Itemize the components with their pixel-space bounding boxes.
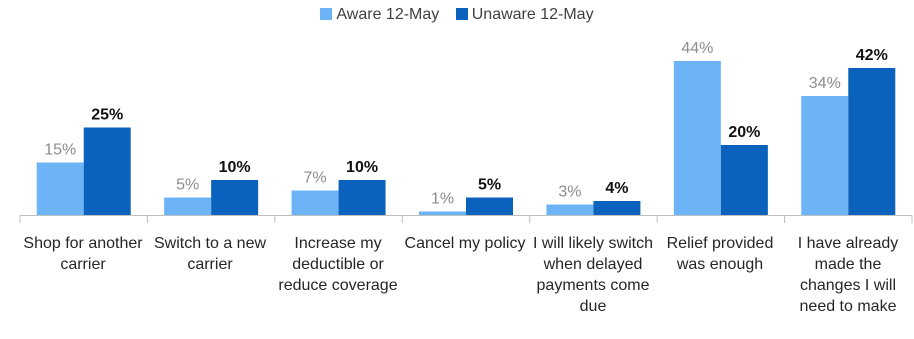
data-label-aware-6: 34% — [809, 75, 841, 92]
data-label-unaware-0: 25% — [91, 107, 123, 124]
legend-item-unaware: Unaware 12-May — [455, 6, 594, 24]
data-label-aware-4: 3% — [558, 184, 581, 201]
category-label-switch: Switch to a new carrier — [153, 235, 267, 273]
legend-swatch-aware — [320, 8, 333, 20]
bar-aware-5 — [673, 61, 721, 215]
legend-label-unaware: Unaware 12-May — [471, 6, 594, 23]
category-label-deductible: Increase my deductible or reduce coverag… — [278, 235, 398, 294]
category-label-changes: I have already made the changes I will n… — [797, 235, 899, 315]
data-label-aware-0: 15% — [44, 142, 76, 159]
category-label-shop: Shop for another carrier — [23, 235, 143, 273]
data-label-unaware-2: 10% — [346, 159, 378, 176]
bar-unaware-2 — [338, 180, 386, 215]
data-label-aware-1: 5% — [176, 177, 199, 194]
bar-unaware-4 — [593, 201, 641, 215]
data-label-unaware-6: 42% — [856, 47, 888, 64]
category-label-relief: Relief provided was enough — [666, 235, 774, 273]
data-label-unaware-5: 20% — [728, 124, 760, 141]
bar-unaware-1 — [211, 180, 259, 215]
bar-unaware-3 — [466, 197, 513, 215]
bar-aware-3 — [419, 211, 466, 215]
bar-aware-0 — [36, 162, 84, 215]
bar-unaware-5 — [720, 145, 768, 215]
bar-unaware-0 — [83, 127, 131, 215]
bar-aware-6 — [801, 96, 849, 215]
bar-aware-1 — [164, 197, 212, 215]
data-label-unaware-4: 4% — [605, 180, 628, 197]
data-label-unaware-3: 5% — [478, 177, 501, 194]
category-label-cancel: Cancel my policy — [404, 235, 526, 252]
category-label-delayed: I will likely switch when delayed paymen… — [532, 235, 653, 315]
legend-item-aware: Aware 12-May — [320, 6, 439, 24]
bar-aware-2 — [291, 190, 339, 215]
bar-aware-4 — [546, 204, 594, 215]
bar-unaware-6 — [848, 68, 896, 215]
data-label-aware-5: 44% — [681, 40, 713, 57]
data-label-aware-3: 1% — [431, 191, 454, 208]
legend-swatch-unaware — [455, 8, 468, 20]
data-label-unaware-1: 10% — [219, 159, 251, 176]
data-label-aware-2: 7% — [304, 170, 327, 187]
legend-label-aware: Aware 12-May — [336, 6, 440, 23]
legend: Aware 12-May Unaware 12-May — [0, 6, 914, 24]
